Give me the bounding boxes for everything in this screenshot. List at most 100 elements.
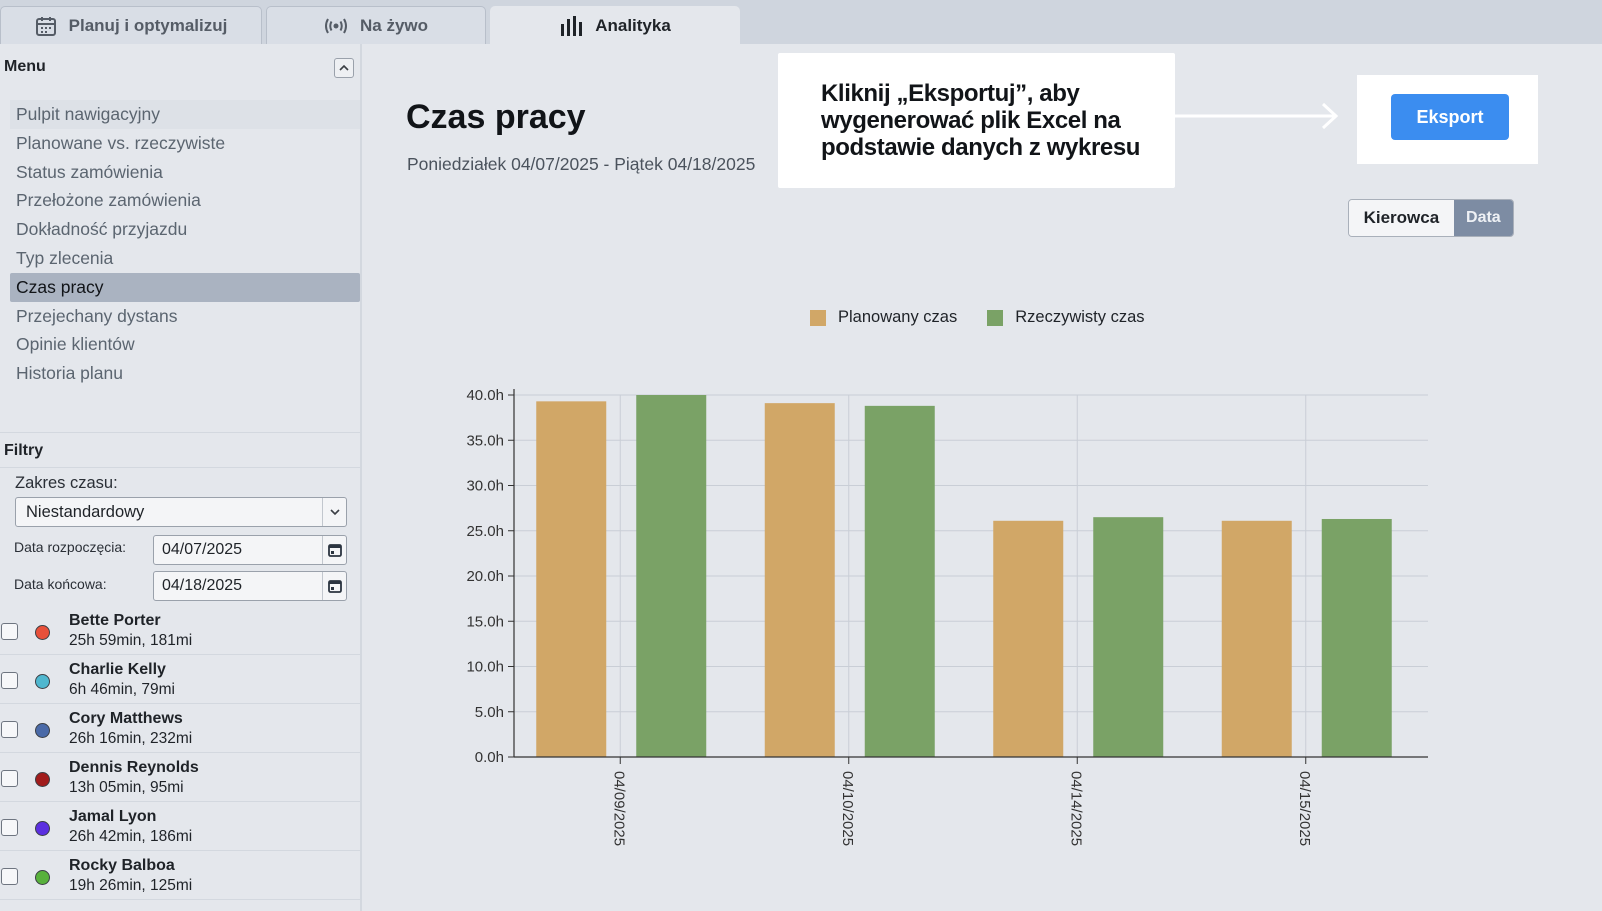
driver-color-dot xyxy=(35,674,50,689)
start-date-label: Data rozpoczęcia: xyxy=(14,539,127,555)
menu-item-order-status[interactable]: Status zamówienia xyxy=(16,161,163,182)
menu-list: Pulpit nawigacyjny Planowane vs. rzeczyw… xyxy=(10,100,360,388)
driver-list: Bette Porter 25h 59min, 181mi Charlie Ke… xyxy=(0,606,360,900)
calendar-icon xyxy=(35,15,57,37)
bar-actual[interactable] xyxy=(1321,518,1392,757)
tab-plan[interactable]: Planuj i optymalizuj xyxy=(0,6,262,44)
calendar-picker-icon[interactable] xyxy=(322,536,346,564)
export-highlight: Eksport xyxy=(1357,75,1538,164)
driver-row: Charlie Kelly 6h 46min, 79mi xyxy=(0,655,360,704)
y-tick-label: 40.0h xyxy=(466,387,504,404)
y-tick-label: 25.0h xyxy=(466,523,504,540)
menu-item-plan-history[interactable]: Historia planu xyxy=(16,363,123,384)
chevron-up-icon xyxy=(338,59,350,77)
tab-live[interactable]: Na żywo xyxy=(266,6,486,44)
driver-row: Cory Matthews 26h 16min, 232mi xyxy=(0,704,360,753)
chart-legend: Planowany czas Rzeczywisty czas xyxy=(810,308,1175,327)
menu-title: Menu xyxy=(4,58,46,75)
menu-item-arrival-accuracy[interactable]: Dokładność przyjazdu xyxy=(16,219,188,240)
page-title: Czas pracy xyxy=(406,98,586,136)
x-tick-label: 04/09/2025 xyxy=(610,771,627,846)
driver-stats: 26h 42min, 186mi xyxy=(69,828,193,845)
x-tick-label: 04/10/2025 xyxy=(839,771,856,846)
tutorial-callout: Kliknij „Eksportuj”, aby wygenerować pli… xyxy=(778,53,1175,188)
bar-actual[interactable] xyxy=(1093,517,1164,757)
bar-planned[interactable] xyxy=(536,401,607,757)
date-range: Poniedziałek 04/07/2025 - Piątek 04/18/2… xyxy=(407,154,756,174)
y-tick-label: 15.0h xyxy=(466,613,504,630)
tab-plan-label: Planuj i optymalizuj xyxy=(68,15,228,35)
bar-actual[interactable] xyxy=(636,395,707,757)
bar-actual[interactable] xyxy=(864,405,935,757)
driver-stats: 19h 26min, 125mi xyxy=(69,877,193,894)
bar-planned[interactable] xyxy=(993,520,1064,757)
driver-stats: 25h 59min, 181mi xyxy=(69,632,193,649)
legend-item-actual: Rzeczywisty czas xyxy=(987,308,1145,327)
tab-analytics[interactable]: Analityka xyxy=(490,6,740,44)
driver-checkbox[interactable] xyxy=(1,868,18,885)
tab-live-label: Na żywo xyxy=(359,15,429,35)
y-tick-label: 10.0h xyxy=(466,659,504,676)
bar-chart-icon xyxy=(559,15,583,36)
driver-color-dot xyxy=(35,625,50,640)
driver-name: Jamal Lyon xyxy=(69,808,157,825)
driver-stats: 13h 05min, 95mi xyxy=(69,779,184,796)
y-tick-label: 30.0h xyxy=(466,478,504,495)
callout-text: Kliknij „Eksportuj”, aby wygenerować pli… xyxy=(821,80,1141,161)
filters-header: Filtry xyxy=(0,432,360,468)
menu-item-distance-traveled[interactable]: Przejechany dystans xyxy=(16,305,178,326)
start-date-input[interactable]: 04/07/2025 xyxy=(153,535,347,565)
menu-item-order-type[interactable]: Typ zlecenia xyxy=(16,247,114,268)
group-by-toggle: Kierowca Data xyxy=(1348,199,1514,237)
driver-checkbox[interactable] xyxy=(1,623,18,640)
broadcast-icon xyxy=(324,17,348,35)
driver-name: Dennis Reynolds xyxy=(69,759,199,776)
driver-color-dot xyxy=(35,772,50,787)
driver-checkbox[interactable] xyxy=(1,819,18,836)
driver-name: Charlie Kelly xyxy=(69,661,166,678)
driver-color-dot xyxy=(35,723,50,738)
collapse-button[interactable] xyxy=(334,58,354,78)
bar-planned[interactable] xyxy=(764,403,835,757)
y-tick-label: 20.0h xyxy=(466,568,504,585)
toggle-date[interactable]: Data xyxy=(1453,200,1513,236)
y-tick-label: 35.0h xyxy=(466,432,504,449)
tab-analytics-label: Analityka xyxy=(595,15,671,35)
driver-name: Rocky Balboa xyxy=(69,857,175,874)
legend-item-planned: Planowany czas xyxy=(810,308,957,327)
end-date-input[interactable]: 04/18/2025 xyxy=(153,571,347,601)
bar-planned[interactable] xyxy=(1221,520,1292,757)
driver-row: Rocky Balboa 19h 26min, 125mi xyxy=(0,851,360,900)
start-date-value: 04/07/2025 xyxy=(162,541,243,558)
menu-item-planned-vs-actual[interactable]: Planowane vs. rzeczywiste xyxy=(16,132,226,153)
driver-checkbox[interactable] xyxy=(1,770,18,787)
export-button[interactable]: Eksport xyxy=(1391,94,1509,140)
menu-item-work-time[interactable]: Czas pracy xyxy=(10,272,360,302)
legend-swatch xyxy=(810,309,826,326)
x-tick-label: 04/15/2025 xyxy=(1296,771,1313,846)
tab-bar: Planuj i optymalizuj Na żywo Analityka xyxy=(0,0,1602,44)
end-date-value: 04/18/2025 xyxy=(162,577,243,594)
filters-title: Filtry xyxy=(4,442,44,459)
driver-stats: 26h 16min, 232mi xyxy=(69,730,193,747)
driver-color-dot xyxy=(35,870,50,885)
driver-name: Bette Porter xyxy=(69,612,161,629)
menu-item-customer-reviews[interactable]: Opinie klientów xyxy=(16,334,135,355)
menu-item-dashboard[interactable]: Pulpit nawigacyjny xyxy=(10,100,360,129)
driver-name: Cory Matthews xyxy=(69,710,183,727)
toggle-driver[interactable]: Kierowca xyxy=(1349,200,1454,236)
driver-stats: 6h 46min, 79mi xyxy=(69,681,175,698)
y-tick-label: 0.0h xyxy=(475,749,504,766)
calendar-picker-icon[interactable] xyxy=(322,572,346,600)
time-range-select[interactable]: Niestandardowy xyxy=(15,497,347,527)
time-range-value: Niestandardowy xyxy=(26,503,145,521)
menu-item-rescheduled-orders[interactable]: Przełożone zamówienia xyxy=(16,190,201,211)
legend-label: Rzeczywisty czas xyxy=(1015,308,1145,326)
driver-row: Bette Porter 25h 59min, 181mi xyxy=(0,606,360,655)
driver-checkbox[interactable] xyxy=(1,721,18,738)
driver-checkbox[interactable] xyxy=(1,672,18,689)
work-time-chart: 0.0h 5.0h 10.0h 15.0h 20.0h 25.0h 30.0h 35.0h 40… xyxy=(466,387,1428,846)
driver-row: Jamal Lyon 26h 42min, 186mi xyxy=(0,802,360,851)
driver-color-dot xyxy=(35,821,50,836)
end-date-label: Data końcowa: xyxy=(14,576,107,592)
